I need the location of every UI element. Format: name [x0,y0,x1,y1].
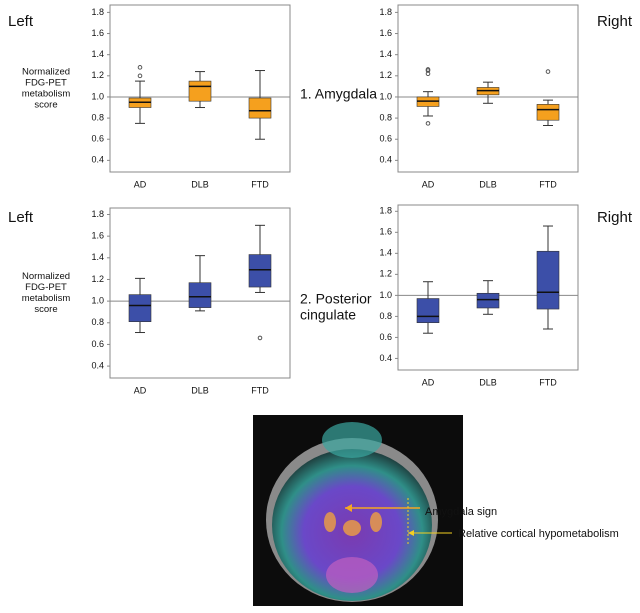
y-tick-label: 0.6 [91,134,104,144]
outlier [425,121,431,126]
y-tick-label: 1.2 [379,269,392,279]
y-tick-label: 0.8 [379,112,392,122]
y-tick-label: 0.8 [379,311,392,321]
chart: 0.4 0.6 0.8 1.0 1.2 1.4 1.6 1.8 AD DLB FTD Right [379,204,633,387]
x-tick-label: FTD [251,179,269,189]
brain-image: Amygdala sign Relative cortical hypometa… [253,415,619,606]
y-tick-label: 0.8 [91,112,104,122]
panel-label: 1. Amygdala [300,86,377,102]
y-tick-label: 1.6 [91,231,104,241]
y-axis-label: Normalized [22,271,70,282]
y-tick-label: 0.4 [91,360,104,370]
y-tick-label: 1.2 [91,274,104,284]
arrow-head [408,530,414,536]
y-tick-label: 1.6 [379,28,392,38]
box [248,254,272,288]
amygdala-left [324,512,336,532]
annotation: Amygdala sign [425,506,497,518]
y-tick-label: 1.4 [379,248,392,258]
x-tick-label: DLB [479,179,497,189]
x-tick-label: DLB [479,377,497,387]
y-axis-label: score [34,304,57,315]
x-tick-label: AD [422,377,435,387]
side-label: Right [597,13,633,30]
y-tick-label: 0.4 [91,155,104,165]
y-tick-label: 1.8 [379,7,392,17]
y-tick-label: 1.2 [91,70,104,80]
y-tick-label: 1.8 [91,7,104,17]
midbrain [343,520,361,536]
plot-frame [109,4,291,173]
y-axis-label: Normalized [22,67,70,78]
plot-frame [109,207,291,379]
y-tick-label: 0.6 [91,339,104,349]
y-tick-label: 0.4 [379,155,392,165]
box [476,292,500,309]
y-tick-label: 1.0 [379,91,392,101]
x-tick-label: AD [422,179,435,189]
x-tick-label: AD [134,179,147,189]
chart: 0.4 0.6 0.8 1.0 1.2 1.4 1.6 1.8 AD DLB FTD Left Norm… [8,4,291,189]
outlier [545,69,551,74]
y-tick-label: 0.4 [379,353,392,363]
y-tick-label: 1.0 [91,91,104,101]
box [188,282,212,308]
y-axis-label: FDG-PET [25,282,67,293]
y-axis-label: metabolism [22,293,71,304]
y-tick-label: 1.8 [91,209,104,219]
x-tick-label: AD [134,385,147,395]
side-label: Left [8,209,34,226]
plot-frame [397,204,579,371]
y-tick-label: 1.0 [91,295,104,305]
panel-label: 2. Posterior [300,291,372,307]
box [188,80,212,102]
panel-label: cingulate [300,307,356,323]
y-tick-label: 0.8 [91,317,104,327]
y-axis-label: metabolism [22,89,71,100]
y-tick-label: 0.6 [379,332,392,342]
y-tick-label: 1.4 [379,49,392,59]
arrow-head [345,504,352,512]
chart: 0.4 0.6 0.8 1.0 1.2 1.4 1.6 1.8 AD DLB FTD Left Norm… [8,207,291,395]
amygdala-right [370,512,382,532]
y-tick-label: 1.6 [91,28,104,38]
orbit [322,422,382,458]
outlier [137,65,143,70]
y-axis-label: FDG-PET [25,78,67,89]
x-tick-label: DLB [191,385,209,395]
y-tick-label: 1.2 [379,70,392,80]
side-label: Left [8,13,34,30]
outlier [425,67,431,72]
outlier [137,73,143,79]
chart: 0.4 0.6 0.8 1.0 1.2 1.4 1.6 1.8 AD DLB FTD Right [379,4,633,189]
y-tick-label: 0.6 [379,134,392,144]
x-tick-label: FTD [539,179,557,189]
plot-frame [397,4,579,173]
box [416,298,440,324]
y-tick-label: 1.4 [91,49,104,59]
outlier [257,335,263,341]
box [536,104,560,121]
box [536,250,560,310]
occipital [326,557,378,593]
y-tick-label: 1.0 [379,290,392,300]
y-tick-label: 1.6 [379,227,392,237]
y-tick-label: 1.4 [91,252,104,262]
x-tick-label: FTD [539,377,557,387]
annotation: Relative cortical hypometabolism [458,528,619,540]
box [248,97,272,119]
side-label: Right [597,209,633,226]
y-tick-label: 1.8 [379,206,392,216]
x-tick-label: DLB [191,179,209,189]
y-axis-label: score [34,100,57,111]
box [128,294,152,322]
x-tick-label: FTD [251,385,269,395]
